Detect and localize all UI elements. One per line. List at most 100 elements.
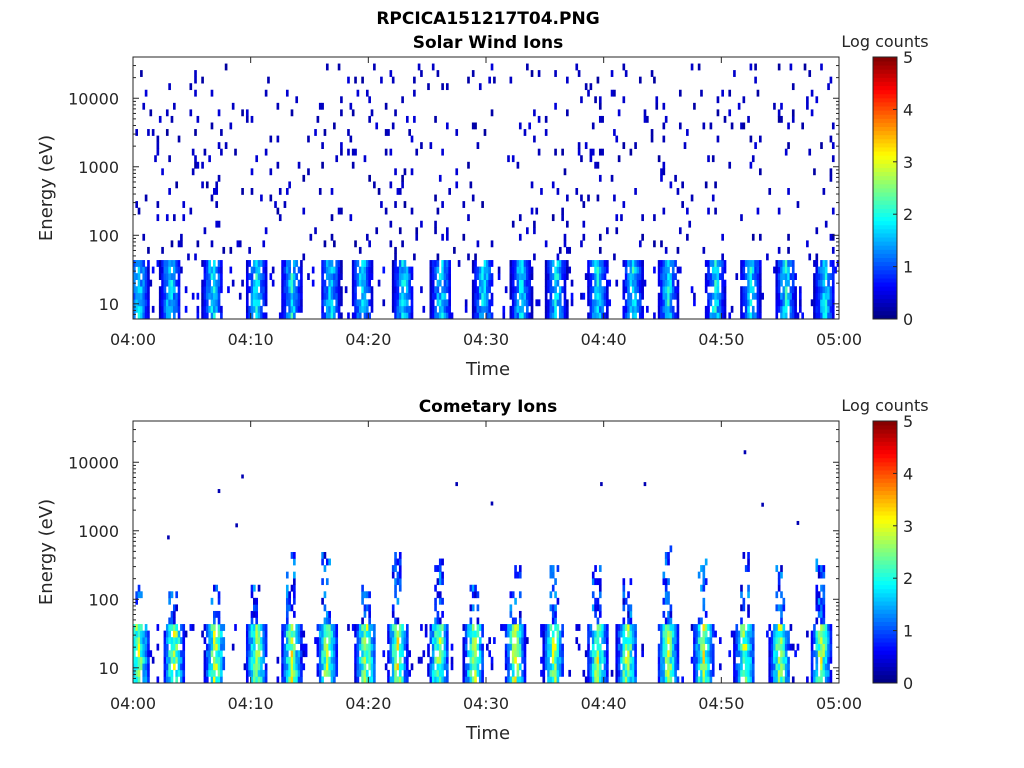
heatmap-cell — [551, 260, 555, 267]
heatmap-cell — [445, 676, 449, 684]
heatmap-cell — [278, 214, 282, 222]
heatmap-cell — [224, 142, 228, 149]
heatmap-cell — [817, 676, 821, 684]
heatmap-cell — [744, 299, 748, 307]
heatmap-cell — [248, 260, 251, 267]
heatmap-cell — [718, 637, 722, 644]
heatmap-cell — [657, 266, 661, 274]
heatmap-cell — [410, 305, 414, 313]
heatmap-cell — [787, 637, 790, 644]
heatmap-cell — [728, 161, 732, 169]
heatmap-cell — [325, 312, 329, 320]
colorbar-swatch — [873, 118, 897, 123]
heatmap-cell — [165, 630, 169, 638]
heatmap-cell — [443, 273, 447, 280]
heatmap-cell — [598, 260, 602, 267]
heatmap-cell — [711, 273, 715, 280]
heatmap-cell — [700, 669, 703, 677]
heatmap-cell — [264, 669, 268, 677]
heatmap-cell — [624, 305, 628, 313]
panel-cometary: Cometary Ions 04:00 04:10 04:20 04:30 04:40 0… — [36, 396, 929, 744]
heatmap-cell — [210, 637, 214, 644]
heatmap-cell — [323, 260, 327, 267]
heatmap-cell — [831, 260, 835, 267]
heatmap-cell — [135, 663, 138, 671]
heatmap-cell — [780, 624, 783, 631]
heatmap-cell — [493, 76, 496, 84]
heatmap-cell — [829, 630, 833, 638]
heatmap-cell — [147, 299, 150, 307]
heatmap-cell — [443, 630, 447, 638]
heatmap-cell — [815, 597, 819, 605]
heatmap-cell — [702, 246, 706, 254]
heatmap-cell — [328, 656, 331, 664]
heatmap-cell — [596, 604, 600, 612]
heatmap-cell — [262, 669, 266, 677]
heatmap-cell — [822, 571, 826, 579]
heatmap-cell — [370, 109, 374, 117]
heatmap-cell — [163, 292, 167, 300]
heatmap-cell — [516, 663, 520, 671]
heatmap-cell — [634, 312, 637, 320]
heatmap-cell — [396, 630, 400, 638]
heatmap-cell — [445, 643, 449, 651]
heatmap-cell — [570, 279, 574, 287]
heatmap-cell — [140, 266, 143, 274]
heatmap-cell — [413, 89, 416, 97]
heatmap-cell — [820, 656, 823, 664]
heatmap-cell — [147, 305, 150, 313]
colorbar-swatch — [873, 220, 897, 226]
heatmap-cell — [300, 292, 303, 300]
heatmap-cell — [516, 571, 520, 579]
heatmap-cell — [775, 266, 779, 274]
heatmap-cell — [474, 630, 477, 638]
heatmap-cell — [340, 273, 343, 280]
heatmap-cell — [257, 584, 261, 592]
heatmap-cell — [711, 650, 715, 658]
heatmap-cell — [664, 286, 668, 294]
heatmap-cell — [723, 312, 727, 320]
heatmap-cell — [773, 102, 776, 110]
heatmap-cell — [481, 305, 484, 313]
heatmap-cell — [820, 299, 823, 307]
heatmap-cell — [784, 676, 788, 684]
heatmap-cell — [509, 279, 513, 287]
heatmap-cell — [641, 650, 644, 658]
heatmap-cell — [820, 630, 823, 638]
heatmap-cell — [829, 286, 833, 294]
heatmap-cell — [707, 624, 710, 631]
heatmap-cell — [509, 637, 513, 644]
heatmap-cell — [615, 656, 619, 664]
heatmap-cell — [285, 676, 289, 684]
heatmap-cell — [638, 279, 642, 287]
heatmap-cell — [674, 637, 677, 644]
heatmap-cell — [361, 617, 364, 625]
heatmap-cell — [373, 643, 376, 651]
heatmap-cell — [163, 676, 167, 684]
heatmap-cell — [664, 552, 668, 559]
heatmap-cell — [161, 260, 164, 267]
heatmap-cell — [260, 312, 263, 320]
heatmap-cell — [784, 279, 788, 287]
heatmap-cell — [526, 637, 529, 644]
heatmap-cell — [391, 279, 395, 287]
heatmap-cell — [302, 207, 306, 215]
heatmap-cell — [624, 643, 628, 651]
colorbar-swatch — [873, 670, 897, 676]
heatmap-cell — [820, 624, 823, 631]
heatmap-cell — [775, 286, 779, 294]
heatmap-cell — [462, 233, 466, 241]
heatmap-cell — [438, 571, 442, 579]
heatmap-cell — [780, 305, 783, 313]
heatmap-cell — [504, 656, 508, 664]
heatmap-cell — [175, 643, 179, 651]
heatmap-cell — [820, 266, 823, 274]
heatmap-cell — [213, 617, 216, 625]
colorbar-swatch — [873, 122, 897, 127]
heatmap-cell — [556, 630, 560, 638]
heatmap-cell — [368, 643, 371, 651]
colorbar-swatch — [873, 588, 897, 594]
heatmap-cell — [137, 643, 141, 651]
heatmap-cell — [516, 312, 520, 320]
heatmap-cell — [363, 279, 367, 287]
